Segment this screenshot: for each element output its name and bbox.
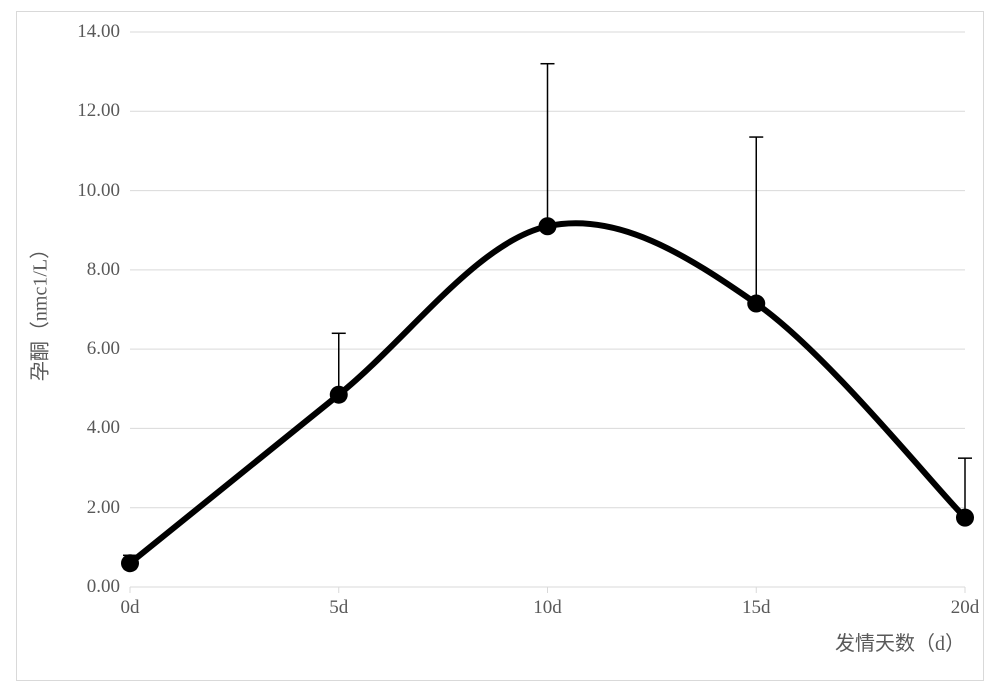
y-tick-label: 2.00 <box>87 497 120 519</box>
chart-svg <box>0 0 1000 696</box>
x-tick-label: 0d <box>121 597 140 619</box>
y-tick-label: 10.00 <box>77 180 120 202</box>
y-tick-label: 12.00 <box>77 100 120 122</box>
y-tick-label: 6.00 <box>87 338 120 360</box>
y-axis-label: 孕酮（nmc1/L） <box>24 238 53 380</box>
y-tick-label: 0.00 <box>87 576 120 598</box>
x-tick-label: 5d <box>329 597 348 619</box>
y-tick-label: 14.00 <box>77 21 120 43</box>
y-tick-label: 4.00 <box>87 417 120 439</box>
x-axis-label: 发情天数（d） <box>835 627 965 656</box>
y-tick-label: 8.00 <box>87 259 120 281</box>
x-tick-label: 15d <box>742 597 771 619</box>
x-tick-label: 20d <box>951 597 980 619</box>
x-tick-label: 10d <box>533 597 562 619</box>
